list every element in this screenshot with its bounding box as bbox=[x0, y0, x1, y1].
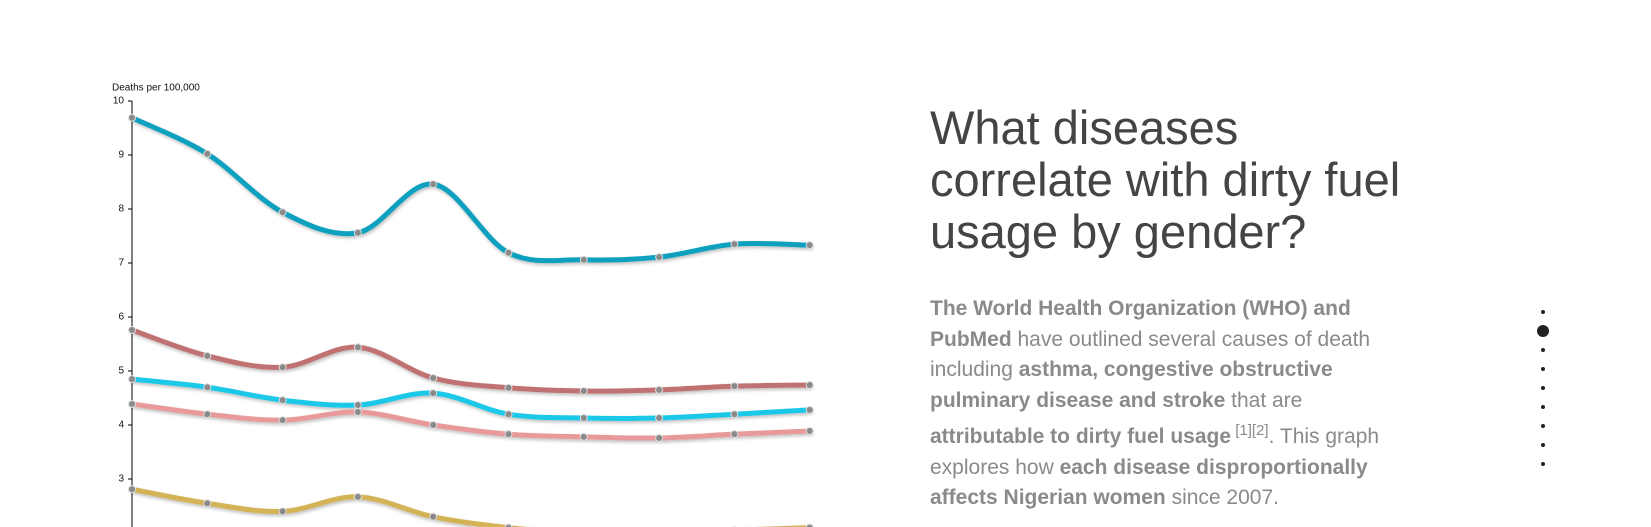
data-point bbox=[655, 413, 664, 422]
data-point bbox=[203, 383, 212, 392]
y-tick-label: 9 bbox=[118, 150, 124, 161]
y-tick-label: 6 bbox=[118, 312, 124, 323]
data-point bbox=[805, 241, 814, 250]
bold-text: attributable to dirty fuel usage bbox=[930, 425, 1232, 448]
data-point bbox=[730, 240, 739, 249]
data-point bbox=[730, 430, 739, 439]
data-point bbox=[429, 389, 438, 398]
data-point bbox=[429, 512, 438, 521]
data-point bbox=[128, 375, 136, 384]
data-point bbox=[128, 113, 136, 122]
data-point bbox=[579, 413, 588, 422]
data-point bbox=[128, 485, 136, 494]
data-point bbox=[655, 385, 664, 394]
y-tick-label: 4 bbox=[118, 420, 124, 431]
y-tick-label: 5 bbox=[118, 366, 124, 377]
data-point bbox=[278, 363, 287, 372]
data-point bbox=[128, 325, 136, 334]
data-point bbox=[353, 343, 362, 352]
bold-text: each disease disproportionally affects N… bbox=[930, 455, 1368, 510]
data-point bbox=[504, 383, 513, 392]
data-point bbox=[203, 351, 212, 360]
data-point bbox=[579, 255, 588, 264]
data-point bbox=[429, 374, 438, 383]
data-point bbox=[504, 523, 513, 527]
data-point bbox=[655, 433, 664, 442]
paragraph: The World Health Organization (WHO) and … bbox=[930, 294, 1410, 514]
data-point bbox=[353, 408, 362, 417]
title: What diseases correlate with dirty fuel … bbox=[930, 101, 1401, 258]
series-line bbox=[129, 115, 813, 264]
data-point bbox=[429, 421, 438, 429]
data-point bbox=[805, 523, 814, 527]
citation[interactable]: [1][2] bbox=[1231, 422, 1269, 439]
y-tick-label: 10 bbox=[113, 96, 125, 107]
y-axis-label: Deaths per 100,000 bbox=[112, 83, 200, 94]
data-point bbox=[805, 426, 814, 435]
chart: Deaths per 100,000 3 4 5 6 7 8 9 10 bbox=[112, 83, 814, 527]
nav-dot[interactable] bbox=[1541, 367, 1545, 371]
data-point bbox=[504, 430, 513, 439]
data-point bbox=[278, 396, 287, 405]
bold-text: asthma, congestive obstructive pulminary… bbox=[930, 358, 1333, 412]
nav-dot[interactable] bbox=[1541, 462, 1545, 466]
text-run: since 2007. bbox=[1165, 486, 1279, 509]
data-point bbox=[730, 410, 739, 419]
story: What diseases correlate with dirty fuel … bbox=[930, 102, 1430, 514]
data-point bbox=[278, 208, 287, 217]
series-line bbox=[129, 401, 813, 441]
data-point bbox=[504, 248, 513, 257]
y-tick-label: 3 bbox=[118, 474, 124, 485]
data-point bbox=[579, 432, 588, 441]
data-point bbox=[429, 180, 438, 189]
text-run: that are bbox=[1225, 388, 1303, 412]
text-run: [1][2] bbox=[1231, 422, 1269, 439]
data-point bbox=[203, 149, 212, 158]
data-point bbox=[730, 382, 739, 391]
data-point bbox=[128, 399, 136, 408]
data-point bbox=[579, 386, 588, 395]
data-point bbox=[805, 405, 814, 414]
data-point bbox=[203, 410, 212, 419]
nav-dot[interactable] bbox=[1537, 325, 1549, 337]
data-point bbox=[278, 416, 287, 425]
nav-dot[interactable] bbox=[1541, 405, 1545, 409]
y-tick-label: 8 bbox=[118, 204, 124, 215]
data-point bbox=[353, 492, 362, 501]
data-point bbox=[655, 253, 664, 262]
text-run: have outlined several causes of death in… bbox=[930, 327, 1371, 382]
section-nav bbox=[1537, 310, 1549, 466]
text-run: . This graph explores how bbox=[930, 425, 1380, 479]
series-line bbox=[129, 376, 813, 421]
data-point bbox=[278, 507, 287, 516]
data-point bbox=[353, 401, 362, 410]
nav-dot[interactable] bbox=[1541, 443, 1545, 447]
nav-dot[interactable] bbox=[1541, 386, 1545, 390]
data-point bbox=[805, 381, 814, 390]
nav-dot[interactable] bbox=[1541, 424, 1545, 428]
nav-dot[interactable] bbox=[1541, 348, 1545, 352]
series-line bbox=[129, 486, 813, 527]
data-point bbox=[504, 410, 513, 419]
bold-text: The World Health Organization (WHO) and … bbox=[930, 297, 1351, 351]
data-point bbox=[203, 499, 212, 508]
series-line bbox=[129, 327, 813, 394]
nav-dot[interactable] bbox=[1541, 310, 1545, 314]
y-tick-label: 7 bbox=[118, 258, 124, 269]
data-point bbox=[353, 228, 362, 237]
